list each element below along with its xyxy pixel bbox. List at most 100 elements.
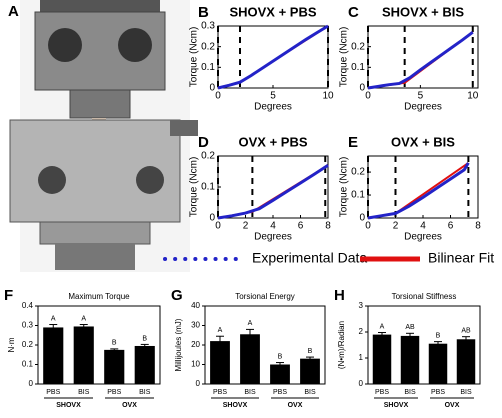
error-bar	[306, 356, 314, 361]
experimental-line	[367, 162, 470, 220]
y-axis-label: Torque (Ncm)	[339, 157, 350, 218]
x-tick-label: BIS	[460, 389, 472, 396]
significance-letter: B	[308, 348, 313, 355]
panel-label: C	[348, 4, 359, 21]
y-tick-label: 0.1	[351, 190, 365, 201]
x-tick-label: BIS	[244, 389, 256, 396]
fit-line	[217, 164, 329, 219]
x-axis-label: Degrees	[404, 232, 442, 243]
plot-frame	[367, 25, 479, 89]
group-label: OVX	[122, 402, 137, 409]
bar	[43, 327, 64, 384]
group-label: SHOVX	[223, 402, 248, 409]
error-bar	[110, 348, 119, 351]
y-tick-label: 0.2	[22, 340, 34, 349]
legend-label: Experimental Data	[252, 250, 367, 266]
plot-frame	[367, 155, 479, 219]
panel-label: H	[334, 287, 345, 304]
x-tick-label: PBS	[375, 389, 389, 396]
y-tick-label: 0.3	[201, 21, 215, 32]
chart-title: SHOVX + BIS	[382, 4, 464, 19]
error-bar	[49, 324, 58, 331]
error-bar	[378, 332, 386, 337]
significance-letter: B	[112, 340, 117, 347]
x-tick-label: 4	[420, 221, 426, 232]
x-tick-label: 0	[215, 221, 221, 232]
x-tick-label: PBS	[46, 389, 60, 396]
error-bar	[406, 332, 414, 339]
y-tick-label: 0.1	[201, 182, 215, 193]
x-tick-label: PBS	[431, 389, 445, 396]
error-bar	[79, 324, 88, 329]
specimen-photo: A	[8, 0, 198, 272]
significance-letter: A	[248, 320, 253, 327]
y-tick-label: 0	[196, 379, 201, 388]
chart-title: OVX + BIS	[391, 134, 455, 149]
y-axis-label: N·m	[7, 337, 16, 352]
x-tick-label: 2	[243, 221, 249, 232]
y-tick-label: 30	[191, 321, 200, 330]
x-tick-label: 8	[325, 221, 331, 232]
y-tick-label: 0.2	[201, 41, 215, 52]
significance-letter: AB	[405, 324, 415, 331]
error-bar	[276, 362, 284, 367]
bar	[210, 341, 230, 384]
bar	[104, 349, 125, 384]
experimental-line	[367, 30, 474, 90]
error-bar	[216, 335, 224, 346]
y-tick-label: 0	[209, 83, 215, 94]
x-tick-label: BIS	[404, 389, 416, 396]
significance-letter: A	[218, 327, 223, 334]
bar	[400, 335, 420, 384]
x-tick-label: BIS	[78, 389, 90, 396]
x-tick-label: BIS	[139, 389, 151, 396]
y-tick-label: 0.2	[201, 151, 215, 162]
bar	[73, 326, 94, 384]
x-axis-label: Degrees	[254, 102, 292, 113]
experimental-line	[217, 164, 329, 220]
x-tick-label: PBS	[273, 389, 287, 396]
group-label: SHOVX	[56, 402, 81, 409]
y-tick-label: 3	[359, 301, 364, 310]
plot-frame	[367, 305, 481, 385]
bar	[428, 343, 448, 384]
x-tick-label: 6	[448, 221, 454, 232]
y-tick-label: 40	[191, 301, 200, 310]
panel-label: D	[198, 134, 209, 151]
x-tick-label: PBS	[213, 389, 227, 396]
bar	[240, 334, 260, 384]
y-tick-label: 0.2	[351, 41, 365, 52]
y-tick-label: 0.1	[22, 360, 34, 369]
x-tick-label: 2	[393, 221, 399, 232]
group-label: OVX	[288, 402, 303, 409]
x-axis-label: Degrees	[404, 102, 442, 113]
x-tick-label: 0	[365, 221, 371, 232]
bar	[372, 334, 392, 384]
x-tick-label: 8	[475, 221, 481, 232]
x-tick-label: PBS	[107, 389, 121, 396]
y-tick-label: 10	[191, 360, 200, 369]
y-tick-label: 0.1	[351, 62, 365, 73]
bar	[300, 358, 320, 384]
fit-line	[367, 31, 474, 89]
x-tick-label: 6	[298, 221, 304, 232]
panel-label: A	[8, 3, 19, 20]
y-tick-label: 1	[359, 353, 364, 362]
x-tick-label: 10	[467, 91, 479, 102]
legend: Experimental Data Bilinear Fit	[163, 250, 494, 266]
y-axis-label: Millijoules (mJ)	[174, 318, 183, 371]
x-tick-label: 5	[270, 91, 276, 102]
y-tick-label: 0.2	[351, 167, 365, 178]
y-axis-label: Torque (Ncm)	[189, 27, 200, 88]
y-axis-label: (N•m)/Radian	[337, 321, 346, 369]
fit-line	[367, 162, 469, 219]
bar	[456, 339, 476, 384]
y-tick-label: 0.1	[201, 62, 215, 73]
error-bar	[434, 341, 442, 346]
error-bar	[246, 328, 254, 340]
y-tick-label: 0.3	[22, 321, 34, 330]
x-tick-label: BIS	[304, 389, 316, 396]
panel-label: F	[4, 287, 13, 304]
bar	[134, 345, 155, 384]
